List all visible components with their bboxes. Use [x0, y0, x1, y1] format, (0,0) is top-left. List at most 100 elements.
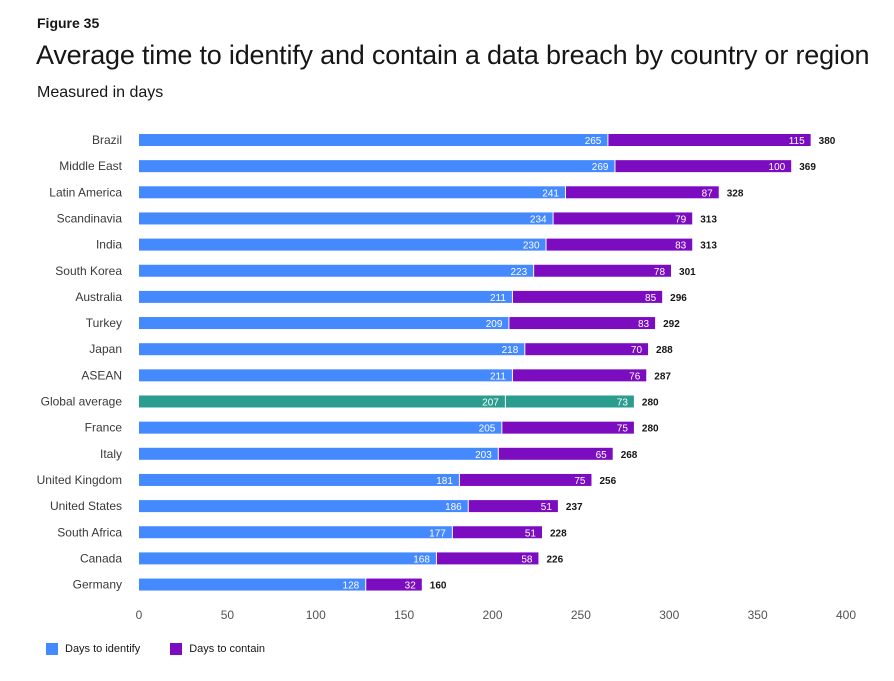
bar-identify-turkey [139, 317, 509, 330]
total-label-south-africa: 228 [550, 528, 567, 539]
bar-identify-canada [139, 552, 436, 565]
value-label-identify-asean: 211 [490, 371, 506, 382]
total-label-japan: 288 [656, 345, 673, 356]
bar-contain-middle-east [615, 160, 792, 173]
bar-contain-asean [512, 369, 647, 382]
chart-title: Average time to identify and contain a d… [36, 40, 870, 70]
total-label-latin-america: 328 [727, 188, 744, 199]
x-tick-label-200: 200 [482, 608, 502, 622]
category-label-scandinavia: Scandinavia [57, 211, 123, 225]
bar-contain-france [502, 421, 634, 434]
x-tick-label-100: 100 [306, 608, 326, 622]
category-label-france: France [85, 421, 123, 435]
value-label-identify-middle-east: 269 [592, 162, 609, 173]
value-label-identify-france: 205 [479, 424, 496, 435]
category-label-united-states: United States [50, 499, 122, 513]
bar-identify-south-africa [139, 526, 452, 539]
value-label-identify-turkey: 209 [486, 319, 503, 330]
total-label-germany: 160 [430, 581, 447, 592]
value-label-identify-united-kingdom: 181 [436, 476, 453, 487]
bar-contain-india [546, 238, 693, 251]
value-label-contain-turkey: 83 [638, 319, 650, 330]
category-label-latin-america: Latin America [49, 185, 122, 199]
legend-swatch-contain [170, 643, 183, 655]
bar-identify-scandinavia [139, 212, 553, 225]
total-label-asean: 287 [654, 371, 671, 382]
category-label-italy: Italy [100, 447, 122, 461]
x-tick-label-400: 400 [836, 608, 856, 622]
value-label-identify-latin-america: 241 [542, 188, 559, 199]
bar-identify-middle-east [139, 160, 615, 173]
value-label-identify-united-states: 186 [445, 502, 462, 513]
total-label-global-average: 280 [642, 398, 659, 409]
value-label-contain-global-average: 73 [617, 398, 629, 409]
total-label-south-korea: 301 [679, 267, 696, 278]
bar-contain-germany [366, 578, 422, 591]
value-label-identify-germany: 128 [343, 581, 360, 592]
category-label-germany: Germany [73, 578, 122, 592]
bar-contain-global-average [505, 395, 634, 408]
category-label-turkey: Turkey [86, 316, 122, 330]
bar-contain-latin-america [565, 186, 719, 199]
total-label-scandinavia: 313 [700, 214, 717, 225]
total-label-australia: 296 [670, 293, 687, 304]
category-label-south-korea: South Korea [55, 264, 122, 278]
value-label-identify-italy: 203 [475, 450, 492, 461]
bar-contain-turkey [509, 317, 656, 330]
bar-identify-united-kingdom [139, 473, 459, 486]
x-tick-label-350: 350 [748, 608, 768, 622]
value-label-contain-middle-east: 100 [769, 162, 786, 173]
value-label-contain-brazil: 115 [789, 136, 805, 147]
bar-contain-united-states [468, 500, 558, 513]
bar-contain-italy [498, 447, 613, 460]
x-tick-label-250: 250 [571, 608, 591, 622]
bar-contain-south-africa [452, 526, 542, 539]
bar-contain-south-korea [534, 264, 672, 277]
value-label-contain-south-africa: 51 [525, 528, 537, 539]
x-tick-label-150: 150 [394, 608, 414, 622]
value-label-contain-south-korea: 78 [654, 267, 666, 278]
total-label-united-kingdom: 256 [599, 476, 616, 487]
legend-label-identify: Days to identify [65, 643, 141, 655]
category-label-south-africa: South Africa [57, 525, 122, 539]
value-label-identify-india: 230 [523, 241, 540, 252]
bar-identify-united-states [139, 500, 468, 513]
bar-identify-south-korea [139, 264, 534, 277]
bar-identify-india [139, 238, 546, 251]
legend-item-contain: Days to contain [170, 643, 265, 655]
total-label-turkey: 292 [663, 319, 680, 330]
total-label-france: 280 [642, 424, 659, 435]
value-label-identify-brazil: 265 [585, 136, 602, 147]
bar-identify-france [139, 421, 502, 434]
value-label-contain-australia: 85 [645, 293, 657, 304]
category-label-middle-east: Middle East [59, 159, 122, 173]
bar-contain-scandinavia [553, 212, 693, 225]
bar-contain-canada [436, 552, 539, 565]
value-label-contain-france: 75 [617, 424, 629, 435]
value-label-identify-global-average: 207 [482, 398, 499, 409]
total-label-brazil: 380 [819, 136, 836, 147]
legend-item-identify: Days to identify [46, 643, 140, 655]
bar-identify-italy [139, 447, 498, 460]
bar-contain-united-kingdom [459, 473, 592, 486]
value-label-contain-united-states: 51 [541, 502, 553, 513]
value-label-contain-germany: 32 [405, 581, 417, 592]
value-label-contain-latin-america: 87 [702, 188, 714, 199]
chart-subtitle: Measured in days [37, 84, 164, 101]
value-label-identify-australia: 211 [490, 293, 506, 304]
bar-identify-japan [139, 343, 525, 356]
value-label-contain-japan: 70 [631, 345, 643, 356]
bar-identify-latin-america [139, 186, 565, 199]
category-label-brazil: Brazil [92, 133, 122, 147]
value-label-contain-italy: 65 [596, 450, 608, 461]
category-label-canada: Canada [80, 551, 122, 565]
category-label-asean: ASEAN [81, 368, 122, 382]
value-label-contain-scandinavia: 79 [675, 214, 687, 225]
bar-identify-asean [139, 369, 512, 382]
value-label-identify-south-africa: 177 [429, 528, 446, 539]
legend: Days to identify Days to contain [46, 643, 265, 655]
x-tick-label-0: 0 [136, 608, 143, 622]
total-label-india: 313 [700, 241, 717, 252]
bar-identify-global-average [139, 395, 505, 408]
x-tick-label-300: 300 [659, 608, 679, 622]
